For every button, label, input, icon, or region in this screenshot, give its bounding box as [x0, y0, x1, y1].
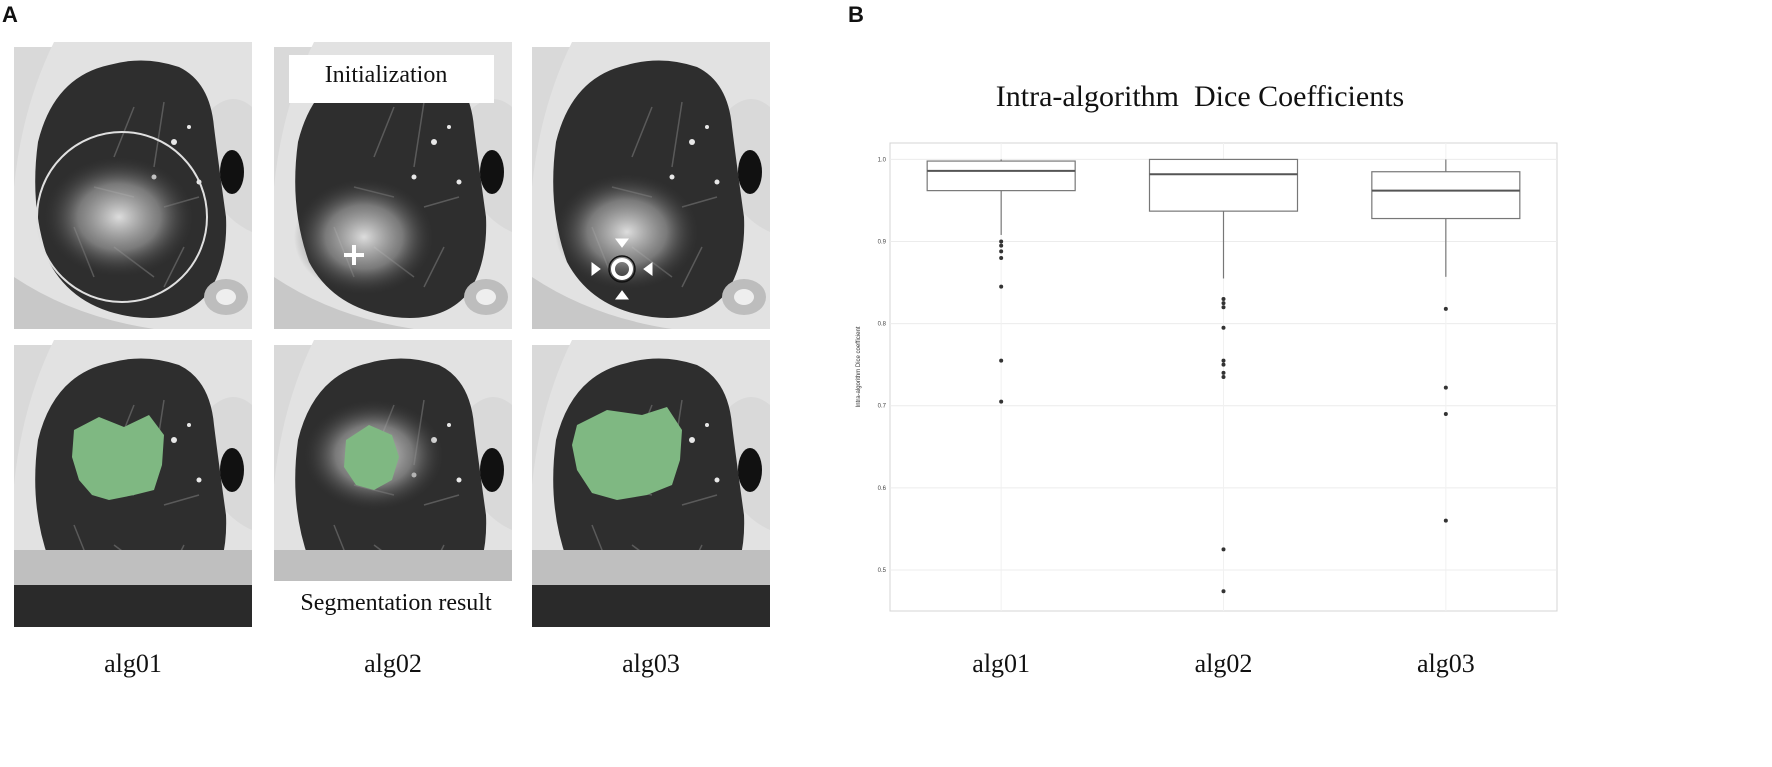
y-ticks: 0.5 0.6 0.7 0.8 0.9 1.0 — [878, 157, 887, 574]
outlier-point — [999, 243, 1004, 248]
segmentation-label: Segmentation result — [300, 590, 492, 616]
box-alg03 — [1371, 159, 1521, 523]
segmentation-mask — [72, 415, 164, 500]
outlier-point — [1221, 325, 1226, 330]
outlier-point — [999, 358, 1004, 363]
chart-title: Intra-algorithm Dice Coefficients — [996, 80, 1404, 113]
column-caption: alg01 — [104, 649, 162, 678]
outlier-point — [1221, 362, 1226, 367]
ct-image-alg03-seg — [531, 339, 771, 628]
crosshair-icon — [344, 245, 364, 265]
y-tick-label: 0.6 — [878, 486, 887, 492]
column-caption: alg03 — [622, 649, 680, 678]
ct-image-alg02-init — [273, 41, 513, 330]
ct-image-alg01-init — [13, 41, 253, 330]
outlier-point — [1443, 411, 1448, 416]
outlier-point — [999, 399, 1004, 404]
outlier-point — [999, 255, 1004, 260]
outlier-point — [1221, 370, 1226, 375]
column-caption: alg02 — [364, 649, 422, 678]
box-iqr — [1148, 158, 1299, 212]
box-alg01 — [926, 159, 1076, 404]
outlier-point — [1443, 306, 1448, 311]
outlier-point — [1221, 375, 1226, 379]
initialization-label: Initialization — [325, 62, 448, 88]
outlier-point — [1443, 518, 1448, 523]
target-arrows-icon — [591, 238, 653, 300]
box-iqr — [926, 160, 1076, 192]
outlier-point — [1221, 547, 1226, 552]
circle-roi-icon — [36, 131, 208, 303]
outlier-point — [1221, 301, 1226, 306]
segmentation-mask — [572, 407, 682, 500]
y-axis-label: Intra-algorithm Dice coefficient — [856, 326, 862, 407]
x-tick-labels: alg01 alg02 alg03 — [972, 649, 1474, 678]
ct-image-grid: Initialization Segmentation result alg01… — [13, 41, 771, 678]
x-tick-label: alg02 — [1195, 649, 1253, 678]
y-tick-label: 0.9 — [878, 240, 887, 246]
outlier-point — [1221, 297, 1226, 301]
y-tick-label: 0.5 — [878, 568, 887, 574]
ct-image-alg03-init — [531, 41, 771, 330]
y-tick-label: 0.8 — [878, 322, 887, 328]
panel-b-label: B — [848, 2, 864, 27]
dice-boxplot: Intra-algorithm Dice Coefficients 0.5 0.6… — [856, 80, 1558, 678]
ct-image-alg02-seg — [273, 339, 520, 628]
y-tick-label: 0.7 — [878, 404, 887, 410]
outlier-point — [999, 284, 1004, 289]
outlier-point — [999, 249, 1004, 254]
outlier-point — [1221, 589, 1226, 594]
ct-image-alg01-seg — [13, 339, 253, 628]
outlier-point — [999, 239, 1004, 244]
outlier-point — [1221, 305, 1226, 310]
box-alg02 — [1148, 158, 1299, 594]
x-tick-label: alg01 — [972, 649, 1030, 678]
outlier-point — [1443, 385, 1448, 390]
panel-a-label: A — [2, 2, 18, 27]
box-iqr — [1371, 171, 1521, 220]
boxes — [926, 158, 1521, 594]
y-tick-label: 1.0 — [878, 157, 887, 163]
segmentation-mask — [344, 425, 399, 490]
x-tick-label: alg03 — [1417, 649, 1475, 678]
outlier-point — [1221, 358, 1226, 363]
